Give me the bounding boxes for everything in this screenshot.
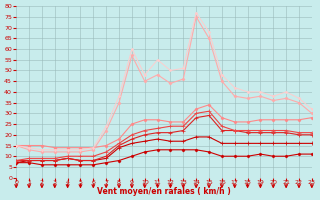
- X-axis label: Vent moyen/en rafales ( km/h ): Vent moyen/en rafales ( km/h ): [97, 187, 231, 196]
